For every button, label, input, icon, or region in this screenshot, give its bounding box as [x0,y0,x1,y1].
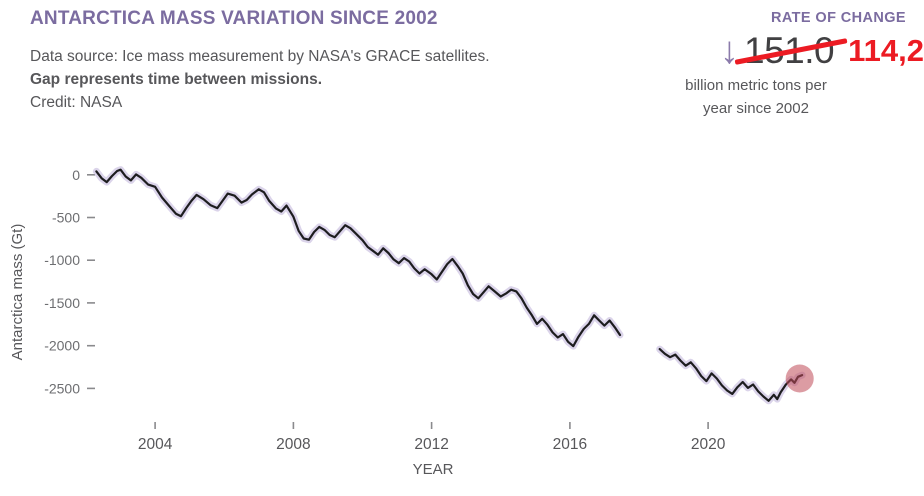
page-title: ANTARCTICA MASS VARIATION SINCE 2002 [30,8,438,29]
y-axis-title: Antarctica mass (Gt) [9,224,26,361]
gap-note-text: Gap represents time between missions. [30,71,323,88]
x-tick-label: 2008 [276,436,310,453]
y-tick-label: 0 [72,167,80,183]
down-arrow-icon: ↓ [720,30,740,72]
rate-of-change-values: ↓ 151.0 114,2 [652,28,924,74]
y-tick-label: -2500 [44,380,80,396]
x-axis-title: YEAR [413,461,454,478]
rate-of-change-panel: RATE OF CHANGE ↓ 151.0 114,2 billion met… [652,10,924,120]
y-tick-label: -2000 [44,338,80,354]
previous-rate-value: 151.0 [734,30,848,72]
x-tick-label: 2012 [414,436,448,453]
header: ANTARCTICA MASS VARIATION SINCE 2002 Dat… [30,8,490,114]
mass-line-grace [95,168,622,348]
y-tick-label: -1500 [44,295,80,311]
data-source-text: Data source: Ice mass measurement by NAS… [30,48,490,65]
y-tick-label: -500 [52,210,80,226]
current-rate-value: 114,2 [848,33,924,68]
mass-line-grace-fo [658,348,804,402]
plot-layer: 0 -500 -1000 -1500 -2000 -2500 2004 2008 2012 201… [44,166,814,453]
rate-of-change-label: RATE OF CHANGE [770,10,906,26]
x-tick-label: 2016 [553,436,587,453]
rate-unit-line1: billion metric tons per [685,77,827,94]
latest-point-highlight [785,364,814,393]
y-tick-label: -1000 [44,252,80,268]
credit-text: Credit: NASA [30,94,123,111]
x-tick-label: 2020 [691,436,726,453]
rate-unit-line2: year since 2002 [703,100,809,117]
x-tick-label: 2004 [138,436,173,453]
